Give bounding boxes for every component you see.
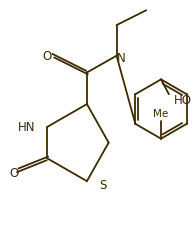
Text: O: O bbox=[43, 50, 52, 63]
Text: S: S bbox=[99, 178, 106, 191]
Text: O: O bbox=[9, 166, 19, 179]
Text: HN: HN bbox=[18, 121, 36, 134]
Text: HO: HO bbox=[174, 93, 192, 106]
Text: N: N bbox=[117, 52, 126, 65]
Text: Me: Me bbox=[153, 108, 169, 118]
